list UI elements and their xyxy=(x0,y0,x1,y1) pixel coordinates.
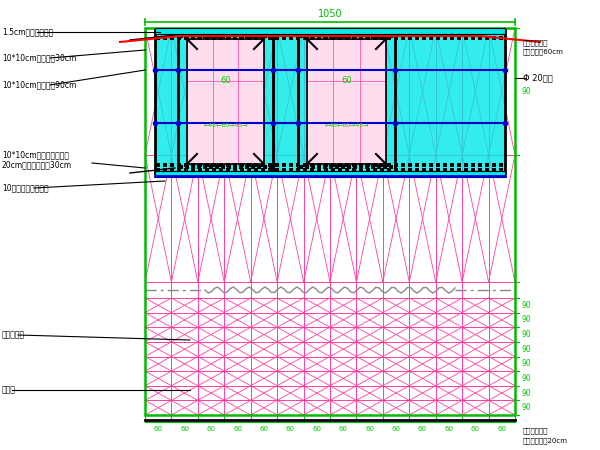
Text: 10号工字钢横向搭设: 10号工字钢横向搭设 xyxy=(2,184,49,193)
Text: 60: 60 xyxy=(286,426,295,432)
Text: 60: 60 xyxy=(220,76,231,85)
Bar xyxy=(307,39,386,164)
Text: 60: 60 xyxy=(154,426,163,432)
Text: 60: 60 xyxy=(259,426,268,432)
Text: 支撑点不大于20cm: 支撑点不大于20cm xyxy=(523,437,568,444)
Text: 60: 60 xyxy=(392,426,401,432)
Bar xyxy=(178,30,273,173)
Text: 60: 60 xyxy=(471,426,480,432)
Text: 顶层水平杆距: 顶层水平杆距 xyxy=(523,40,548,46)
Text: ←45←60→45→: ←45←60→45→ xyxy=(203,123,248,128)
Text: 60: 60 xyxy=(341,76,352,85)
Text: 90: 90 xyxy=(521,315,531,324)
Text: 60: 60 xyxy=(339,426,348,432)
Text: ←45←60→45→: ←45←60→45→ xyxy=(324,123,369,128)
Text: 1.5cm厚优质竹胶板: 1.5cm厚优质竹胶板 xyxy=(2,27,53,36)
Bar xyxy=(155,28,505,34)
Text: 90: 90 xyxy=(521,87,531,96)
Bar xyxy=(187,39,264,164)
Text: 90: 90 xyxy=(521,345,531,354)
Text: 90: 90 xyxy=(521,359,531,368)
Text: 扫地杆: 扫地杆 xyxy=(2,386,16,395)
Bar xyxy=(307,39,386,164)
Bar xyxy=(298,30,395,173)
Text: 60: 60 xyxy=(206,426,215,432)
Text: 横向剪刀撑: 横向剪刀撑 xyxy=(2,330,25,339)
Bar xyxy=(145,28,515,415)
Text: 60: 60 xyxy=(180,426,189,432)
Text: Φ 20拉杆: Φ 20拉杆 xyxy=(523,73,553,82)
Text: 60: 60 xyxy=(445,426,454,432)
Bar xyxy=(155,171,505,177)
Text: 90: 90 xyxy=(521,330,531,339)
Text: 60: 60 xyxy=(497,426,506,432)
Text: 60: 60 xyxy=(365,426,374,432)
Text: 60: 60 xyxy=(418,426,427,432)
Text: 1050: 1050 xyxy=(317,9,343,19)
Bar xyxy=(187,39,264,164)
Text: 20cm，箱室下间距30cm: 20cm，箱室下间距30cm xyxy=(2,161,72,170)
Text: 90: 90 xyxy=(521,388,531,397)
Text: 扫地杆距底部: 扫地杆距底部 xyxy=(523,427,548,434)
Text: 60: 60 xyxy=(233,426,242,432)
Text: 支撑点小于60cm: 支撑点小于60cm xyxy=(523,49,564,55)
Text: 60: 60 xyxy=(312,426,321,432)
Bar xyxy=(155,30,505,173)
Text: 90: 90 xyxy=(521,403,531,412)
Text: 10*10cm方木膜板下间距: 10*10cm方木膜板下间距 xyxy=(2,150,69,159)
Text: 90: 90 xyxy=(521,374,531,383)
Text: 10*10cm方木间距90cm: 10*10cm方木间距90cm xyxy=(2,81,76,90)
Text: 10*10cm方木间距30cm: 10*10cm方木间距30cm xyxy=(2,54,76,63)
Text: 90: 90 xyxy=(521,301,531,310)
